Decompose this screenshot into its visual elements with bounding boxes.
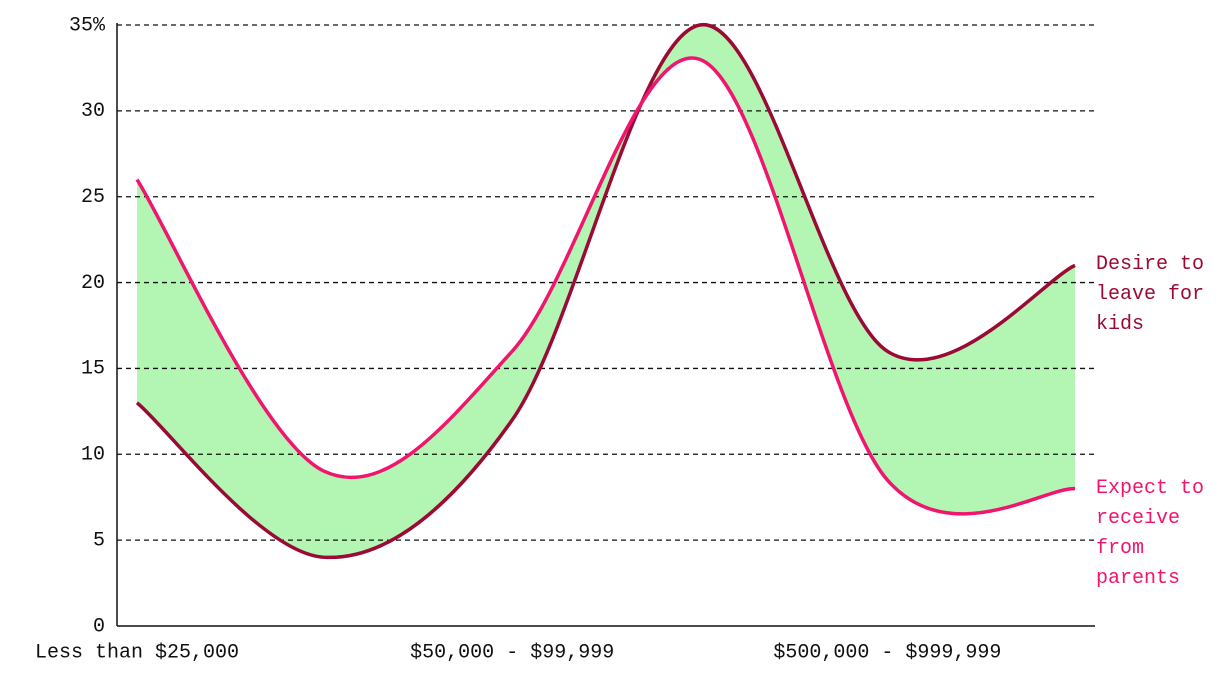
band-area (137, 24, 1075, 558)
x-tick-label: $50,000 - $99,999 (410, 641, 614, 664)
legend-label: Expect to receive from parents (1096, 476, 1205, 590)
legend-label: Desire to leave for kids (1096, 253, 1205, 337)
y-tick-label: 35% (69, 14, 106, 37)
x-tick-label: Less than $25,000 (35, 641, 239, 664)
y-tick-label: 30 (81, 100, 105, 123)
series-line (135, 23, 1076, 560)
y-tick-label: 0 (93, 615, 105, 638)
y-tick-label: 10 (81, 444, 105, 467)
y-tick-label: 25 (81, 186, 105, 209)
y-tick-label: 5 (93, 529, 105, 552)
y-tick-label: 20 (81, 272, 105, 295)
x-tick-label: $500,000 - $999,999 (773, 641, 1001, 664)
series-line (135, 56, 1076, 516)
y-tick-label: 15 (81, 358, 105, 381)
